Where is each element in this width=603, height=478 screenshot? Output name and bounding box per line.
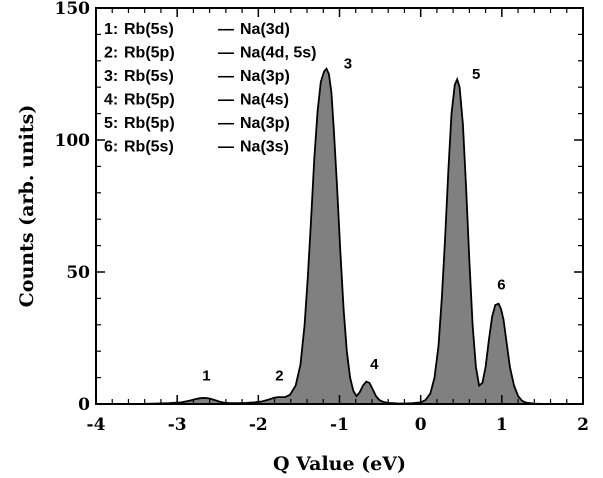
legend-entry: 2: Rb(5p) — Na(4d, 5s) (104, 45, 316, 62)
legend-entry: 3: Rb(5s) — Na(3p) (104, 68, 290, 85)
legend-number: 4: (104, 92, 118, 109)
peak-labels: 1 2 3 4 5 6 (202, 55, 505, 384)
legend-separator: — (218, 92, 234, 109)
legend-na-state: Na(3s) (240, 139, 289, 156)
x-tick-label: 0 (415, 415, 427, 435)
x-tick-label: -4 (87, 415, 106, 435)
legend-na-state: Na(3p) (240, 68, 290, 85)
legend-entry: 6: Rb(5s) — Na(3s) (104, 139, 289, 156)
legend-separator: — (218, 45, 234, 62)
spectrum-area (120, 68, 547, 404)
y-tick-label: 50 (66, 263, 90, 283)
legend-na-state: Na(3p) (240, 115, 290, 132)
x-axis-label: Q Value (eV) (273, 453, 406, 475)
x-tick-label: 2 (577, 415, 589, 435)
legend-number: 1: (104, 21, 118, 38)
axis-tick-labels: -4 -3 -2 -1 0 1 2 0 50 100 150 (55, 0, 589, 435)
peak-label: 4 (370, 356, 379, 373)
y-tick-label: 100 (55, 131, 91, 151)
legend-entry: 5: Rb(5p) — Na(3p) (104, 115, 290, 132)
legend-number: 6: (104, 139, 118, 156)
plot-frame (95, 7, 584, 405)
peak-label: 3 (344, 55, 352, 72)
legend-entry: 4: Rb(5p) — Na(4s) (104, 92, 289, 109)
legend-rb-state: Rb(5p) (124, 92, 175, 109)
legend-separator: — (218, 115, 234, 132)
legend-number: 5: (104, 115, 118, 132)
legend-na-state: Na(4s) (240, 92, 289, 109)
x-tick-label: -3 (168, 415, 187, 435)
x-tick-label: 1 (496, 415, 508, 435)
legend-rb-state: Rb(5p) (124, 115, 175, 132)
legend-rb-state: Rb(5s) (124, 68, 174, 85)
legend-na-state: Na(3d) (240, 21, 290, 38)
legend-rb-state: Rb(5p) (124, 45, 175, 62)
legend-entry: 1: Rb(5s) — Na(3d) (104, 21, 290, 38)
peak-label: 5 (472, 66, 480, 83)
spectrum-line (120, 67, 547, 405)
peak-label: 1 (202, 368, 210, 385)
x-tick-label: -1 (330, 415, 349, 435)
y-axis-label: Counts (arb. units) (16, 105, 38, 308)
legend-rb-state: Rb(5s) (124, 21, 174, 38)
y-tick-label: 0 (78, 395, 90, 415)
legend-separator: — (218, 21, 234, 38)
legend-separator: — (218, 139, 234, 156)
legend-number: 3: (104, 68, 118, 85)
legend-separator: — (218, 68, 234, 85)
x-tick-label: -2 (249, 415, 268, 435)
plot-area (120, 67, 547, 405)
legend-number: 2: (104, 45, 118, 62)
y-tick-label: 150 (55, 0, 91, 19)
legend-na-state: Na(4d, 5s) (240, 45, 316, 62)
peak-label: 2 (275, 368, 283, 385)
legend: 1: Rb(5s) — Na(3d) 2: Rb(5p) — Na(4d, 5s) 3: Rb(5… (104, 21, 316, 156)
peak-label: 6 (497, 277, 505, 294)
legend-rb-state: Rb(5s) (124, 139, 174, 156)
